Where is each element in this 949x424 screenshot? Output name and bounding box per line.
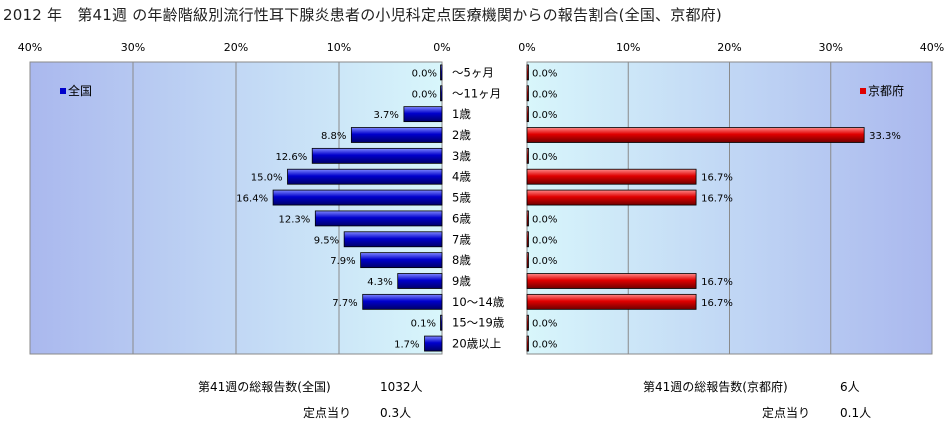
national-legend-label: 全国 — [68, 83, 92, 98]
category-label: 1歳 — [452, 107, 471, 121]
kyoto-data-label: 0.0% — [532, 89, 557, 100]
kyoto-bar — [526, 210, 529, 227]
category-label: 9歳 — [452, 274, 471, 288]
kyoto-data-label: 33.3% — [869, 131, 901, 142]
kyoto-data-label: 16.7% — [701, 194, 733, 205]
category-label: 6歳 — [452, 211, 471, 225]
kyoto-bar — [526, 231, 529, 248]
national-tick-label: 20% — [224, 41, 248, 54]
category-label: 7歳 — [452, 232, 471, 246]
kyoto-bar — [526, 147, 529, 164]
national-data-label: 3.7% — [373, 110, 398, 121]
kyoto-tick-label: 0% — [518, 41, 535, 54]
kyoto-per-label: 定点当り — [762, 406, 811, 420]
national-tick-label: 40% — [18, 41, 42, 54]
chart-title: 2012 年 第41週 の年齢階級別流行性耳下腺炎患者の小児科定点医療機関からの… — [3, 6, 722, 24]
kyoto-bar — [526, 168, 697, 185]
national-data-label: 4.3% — [367, 277, 392, 288]
national-bar — [424, 335, 443, 352]
national-bar — [311, 147, 443, 164]
national-total-label: 第41週の総報告数(全国) — [198, 380, 331, 394]
national-bar — [403, 106, 443, 123]
kyoto-tick-label: 40% — [920, 41, 944, 54]
category-label: ～5ヶ月 — [452, 65, 494, 79]
kyoto-bar — [526, 293, 697, 310]
kyoto-tick-label: 10% — [616, 41, 640, 54]
kyoto-bar — [526, 252, 529, 269]
category-label: 8歳 — [452, 253, 471, 267]
national-tick-label: 30% — [121, 41, 145, 54]
national-per-label: 定点当り — [303, 406, 352, 420]
kyoto-data-label: 0.0% — [532, 340, 557, 351]
kyoto-bar — [526, 273, 697, 289]
national-data-label: 1.7% — [394, 340, 419, 351]
national-bar — [440, 85, 443, 102]
national-bar — [343, 231, 443, 248]
national-per-value: 0.3人 — [380, 406, 412, 420]
national-tick-label: 10% — [327, 41, 351, 54]
category-label: 2歳 — [452, 128, 471, 142]
national-bar — [350, 127, 443, 143]
kyoto-bar — [526, 85, 529, 102]
category-label: 15～19歳 — [452, 316, 505, 330]
kyoto-data-label: 0.0% — [532, 214, 557, 225]
kyoto-data-label: 16.7% — [701, 298, 733, 309]
kyoto-bar — [526, 335, 529, 352]
category-label: 20歳以上 — [452, 337, 501, 351]
national-data-label: 7.9% — [330, 256, 355, 267]
kyoto-total-label: 第41週の総報告数(京都府) — [643, 380, 788, 394]
national-bar — [360, 252, 443, 269]
kyoto-data-label: 0.0% — [532, 68, 557, 79]
category-label: 3歳 — [452, 149, 471, 163]
national-data-label: 0.0% — [412, 89, 437, 100]
national-data-label: 7.7% — [332, 298, 357, 309]
national-bar — [440, 64, 443, 81]
kyoto-legend-swatch — [860, 88, 866, 94]
national-bar — [397, 273, 443, 289]
national-data-label: 0.0% — [412, 68, 437, 79]
national-data-label: 12.3% — [279, 214, 311, 225]
kyoto-bar — [526, 64, 529, 81]
category-label: 10～14歳 — [452, 295, 505, 309]
kyoto-legend-label: 京都府 — [868, 83, 904, 98]
national-data-label: 16.4% — [236, 194, 268, 205]
kyoto-bar — [526, 106, 529, 123]
kyoto-data-label: 16.7% — [701, 173, 733, 184]
kyoto-tick-label: 30% — [819, 41, 843, 54]
kyoto-data-label: 0.0% — [532, 319, 557, 330]
national-data-label: 12.6% — [275, 152, 307, 163]
kyoto-data-label: 16.7% — [701, 277, 733, 288]
category-label: ～11ヶ月 — [452, 86, 501, 100]
national-data-label: 9.5% — [314, 235, 339, 246]
kyoto-data-label: 0.0% — [532, 152, 557, 163]
national-data-label: 0.1% — [411, 319, 436, 330]
kyoto-per-value: 0.1人 — [840, 406, 872, 420]
national-tick-label: 0% — [433, 41, 450, 54]
kyoto-tick-label: 20% — [717, 41, 741, 54]
national-data-label: 8.8% — [321, 131, 346, 142]
category-label: 4歳 — [452, 170, 471, 184]
national-data-label: 15.0% — [251, 173, 283, 184]
kyoto-data-label: 0.0% — [532, 256, 557, 267]
national-total-value: 1032人 — [380, 380, 423, 394]
kyoto-data-label: 0.0% — [532, 110, 557, 121]
national-bar — [314, 210, 443, 227]
national-bar — [272, 189, 443, 206]
kyoto-bar — [526, 189, 697, 206]
national-legend-swatch — [60, 88, 66, 94]
kyoto-bar — [526, 314, 529, 331]
category-label: 5歳 — [452, 191, 471, 205]
kyoto-total-value: 6人 — [840, 380, 860, 394]
national-bar — [440, 314, 443, 331]
national-bar — [362, 293, 443, 310]
kyoto-data-label: 0.0% — [532, 235, 557, 246]
kyoto-bar — [526, 127, 865, 143]
national-bar — [287, 168, 443, 185]
